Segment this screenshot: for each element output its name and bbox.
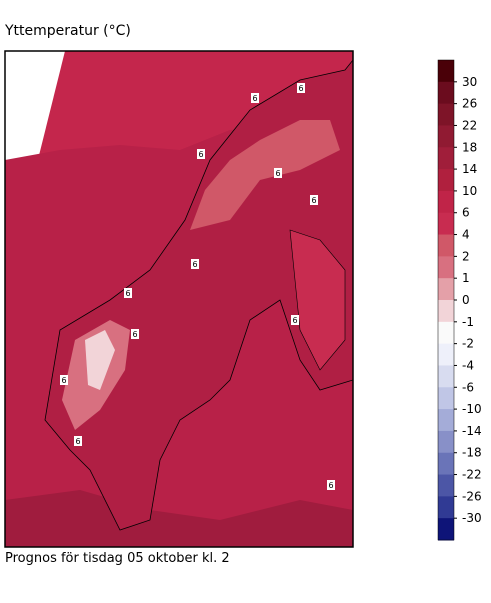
contour-label-box — [327, 480, 335, 490]
colorbar-segment — [438, 125, 454, 148]
colorbar-segment — [438, 278, 454, 301]
contour-label-box — [291, 315, 299, 325]
footer: Prognos för tisdag 05 oktober kl. 2 — [5, 551, 230, 566]
colorbar-segment — [438, 452, 454, 476]
mountain-area — [190, 120, 340, 230]
colorbar-segment — [438, 256, 454, 279]
contour-labels: 6 6 6 6 6 6 6 6 6 6 6 6 — [60, 83, 335, 490]
colorbar-segment — [438, 409, 454, 432]
colorbar-segment — [438, 103, 454, 126]
contour-label: 6 — [75, 437, 80, 446]
contour-label-box — [124, 288, 132, 298]
contour-label-box — [197, 149, 205, 159]
colorbar-label: -10 — [462, 402, 482, 416]
contour-label: 6 — [198, 150, 203, 159]
colorbar-label: 18 — [462, 140, 477, 154]
colorbar-label: -30 — [462, 511, 482, 525]
colorbar-segment — [438, 147, 454, 170]
colorbar-label: 10 — [462, 184, 477, 198]
colorbar-label: 6 — [462, 206, 470, 220]
colorbar-segment — [438, 321, 454, 345]
contour-label: 6 — [298, 84, 303, 93]
colorbar: 30262218141064210-1-2-4-6-10-14-18-22-26… — [437, 59, 482, 541]
colorbar-segment — [438, 81, 454, 105]
warm-region — [5, 490, 353, 547]
contour-label-box — [274, 168, 282, 178]
colorbar-label: 2 — [462, 249, 470, 263]
contour-label-box — [74, 436, 82, 446]
map — [4, 50, 354, 548]
contour-label: 6 — [292, 316, 297, 325]
lake-region — [289, 229, 346, 371]
colorbar-label: 14 — [462, 162, 477, 176]
colorbar-segment — [438, 474, 454, 497]
contour-label: 6 — [61, 376, 66, 385]
contour-label-box — [251, 93, 259, 103]
colorbar-label: -2 — [462, 337, 474, 351]
colorbar-label: -14 — [462, 424, 482, 438]
title: Yttemperatur (°C) — [4, 23, 131, 39]
contour-label: 6 — [252, 94, 257, 103]
colorbar-label: -26 — [462, 489, 482, 503]
colorbar-segment — [438, 518, 454, 541]
contour-label: 6 — [311, 196, 316, 205]
colorbar-label: 26 — [462, 97, 477, 111]
contour-label: 6 — [125, 289, 130, 298]
contour-label-box — [191, 259, 199, 269]
colorbar-label: 1 — [462, 271, 470, 285]
contour-label-box — [131, 329, 139, 339]
colorbar-segment — [438, 300, 454, 323]
contour-label-box — [310, 195, 318, 205]
colorbar-segment — [438, 387, 454, 410]
colorbar-label: 30 — [462, 75, 477, 89]
colorbar-label: 0 — [462, 293, 470, 307]
colorbar-segment — [438, 343, 454, 366]
colorbar-segment — [438, 430, 454, 454]
colorbar-label: -4 — [462, 358, 474, 372]
colorbar-segment — [438, 234, 454, 257]
contour-label: 6 — [132, 330, 137, 339]
colorbar-label: -1 — [462, 315, 474, 329]
colorbar-segment — [438, 169, 454, 192]
colorbar-label: -22 — [462, 468, 482, 482]
colorbar-segment — [438, 496, 454, 519]
colorbar-label: -18 — [462, 446, 482, 460]
contour-label: 6 — [328, 481, 333, 490]
colorbar-label: -6 — [462, 380, 474, 394]
colorbar-label: 22 — [462, 118, 477, 132]
colorbar-segment — [438, 365, 454, 388]
contour-label: 6 — [192, 260, 197, 269]
colorbar-segment — [438, 212, 454, 236]
colorbar-label: 4 — [462, 228, 470, 242]
contour-label: 6 — [275, 169, 280, 178]
colorbar-segment — [438, 60, 454, 83]
map-frame — [4, 50, 354, 548]
cold-area — [85, 330, 115, 390]
colorbar-segment — [438, 190, 454, 214]
contour-label-box — [60, 375, 68, 385]
contour-label-box — [297, 83, 305, 93]
